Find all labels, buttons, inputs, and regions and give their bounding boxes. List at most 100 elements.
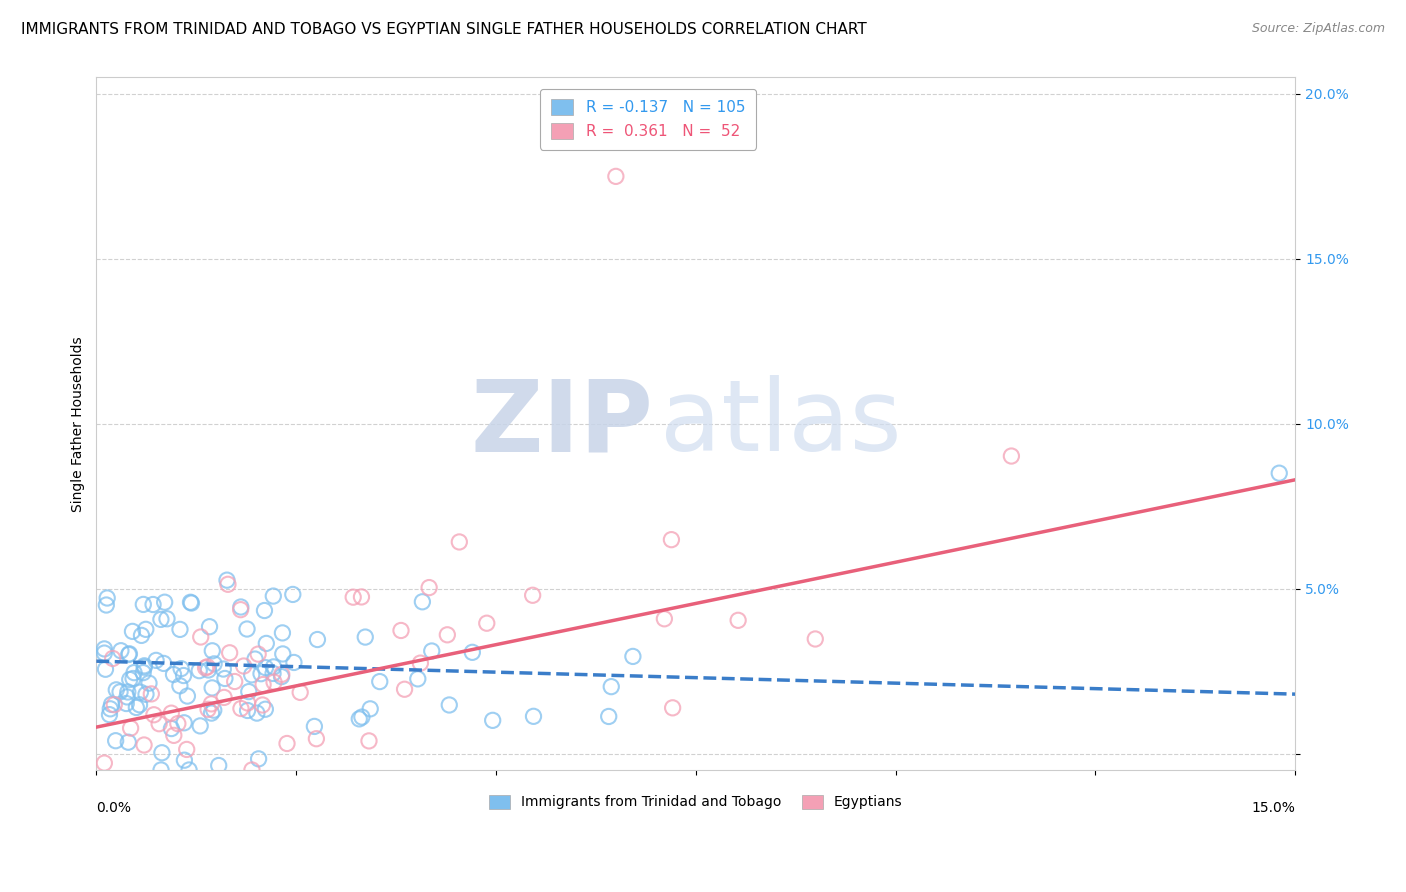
Point (1268, 466, 1291, 480)
Point (661, 533, 683, 547)
Text: 15.0%: 15.0% (1251, 800, 1295, 814)
Point (201, 681, 224, 695)
Point (120, 721, 142, 735)
Point (359, 702, 381, 716)
Point (115, 697, 138, 711)
Point (135, 623, 157, 637)
Point (254, 660, 277, 674)
Point (93, 641, 115, 656)
Point (727, 613, 749, 627)
Point (281, 587, 304, 601)
Point (197, 663, 219, 677)
Point (118, 673, 141, 687)
Point (342, 590, 364, 604)
Point (202, 703, 225, 717)
Point (252, 677, 274, 691)
Point (349, 712, 371, 726)
Point (179, 595, 201, 609)
Point (406, 672, 429, 686)
Point (201, 644, 224, 658)
Point (208, 758, 231, 772)
Point (98, 702, 121, 716)
Point (411, 595, 433, 609)
Point (118, 648, 141, 662)
Point (125, 700, 148, 714)
Point (115, 690, 138, 704)
Point (240, 668, 263, 682)
Point (420, 644, 443, 658)
Point (200, 697, 222, 711)
Point (368, 674, 391, 689)
Point (128, 698, 150, 712)
Point (475, 616, 498, 631)
Point (202, 657, 225, 671)
Y-axis label: Single Father Households: Single Father Households (72, 336, 86, 511)
Point (117, 685, 139, 699)
Point (217, 577, 239, 591)
Point (236, 622, 259, 636)
Point (218, 646, 240, 660)
Point (214, 672, 236, 686)
Point (350, 710, 373, 724)
Point (93, 646, 115, 660)
Point (461, 645, 484, 659)
Point (135, 687, 157, 701)
Point (129, 685, 152, 699)
Text: IMMIGRANTS FROM TRINIDAD AND TOBAGO VS EGYPTIAN SINGLE FATHER HOUSEHOLDS CORRELA: IMMIGRANTS FROM TRINIDAD AND TOBAGO VS E… (21, 22, 868, 37)
Point (132, 665, 155, 680)
Point (132, 738, 155, 752)
Point (103, 698, 125, 712)
Point (122, 672, 145, 686)
Point (250, 666, 273, 681)
Point (173, 715, 195, 730)
Point (96, 591, 118, 605)
Point (263, 675, 285, 690)
Point (170, 662, 193, 676)
Point (156, 612, 179, 626)
Point (194, 661, 217, 675)
Point (236, 704, 259, 718)
Point (283, 656, 305, 670)
Point (354, 630, 377, 644)
Point (263, 660, 285, 674)
Point (598, 709, 620, 723)
Point (169, 623, 191, 637)
Point (173, 668, 195, 682)
Point (142, 707, 165, 722)
Point (160, 722, 183, 736)
Point (262, 589, 284, 603)
Point (94, 662, 117, 676)
Point (98, 707, 121, 722)
Point (290, 685, 312, 699)
Legend: Immigrants from Trinidad and Tobago, Egyptians: Immigrants from Trinidad and Tobago, Egy… (484, 789, 908, 815)
Point (141, 687, 163, 701)
Text: Source: ZipAtlas.com: Source: ZipAtlas.com (1251, 22, 1385, 36)
Point (131, 628, 153, 642)
Point (153, 595, 176, 609)
Point (436, 628, 458, 642)
Point (176, 689, 198, 703)
Point (253, 603, 276, 617)
Point (418, 581, 440, 595)
Point (121, 624, 143, 639)
Point (522, 709, 544, 723)
Point (246, 706, 269, 720)
Point (247, 752, 270, 766)
Point (148, 716, 170, 731)
Point (357, 734, 380, 748)
Point (271, 647, 294, 661)
Point (238, 684, 260, 698)
Point (180, 596, 202, 610)
Point (176, 742, 198, 756)
Point (117, 735, 139, 749)
Point (122, 665, 145, 680)
Point (100, 698, 122, 712)
Point (200, 706, 222, 720)
Point (188, 719, 211, 733)
Point (96, 598, 118, 612)
Text: atlas: atlas (659, 376, 901, 472)
Text: ZIP: ZIP (471, 376, 654, 472)
Point (160, 706, 183, 721)
Point (224, 674, 246, 689)
Point (804, 632, 827, 646)
